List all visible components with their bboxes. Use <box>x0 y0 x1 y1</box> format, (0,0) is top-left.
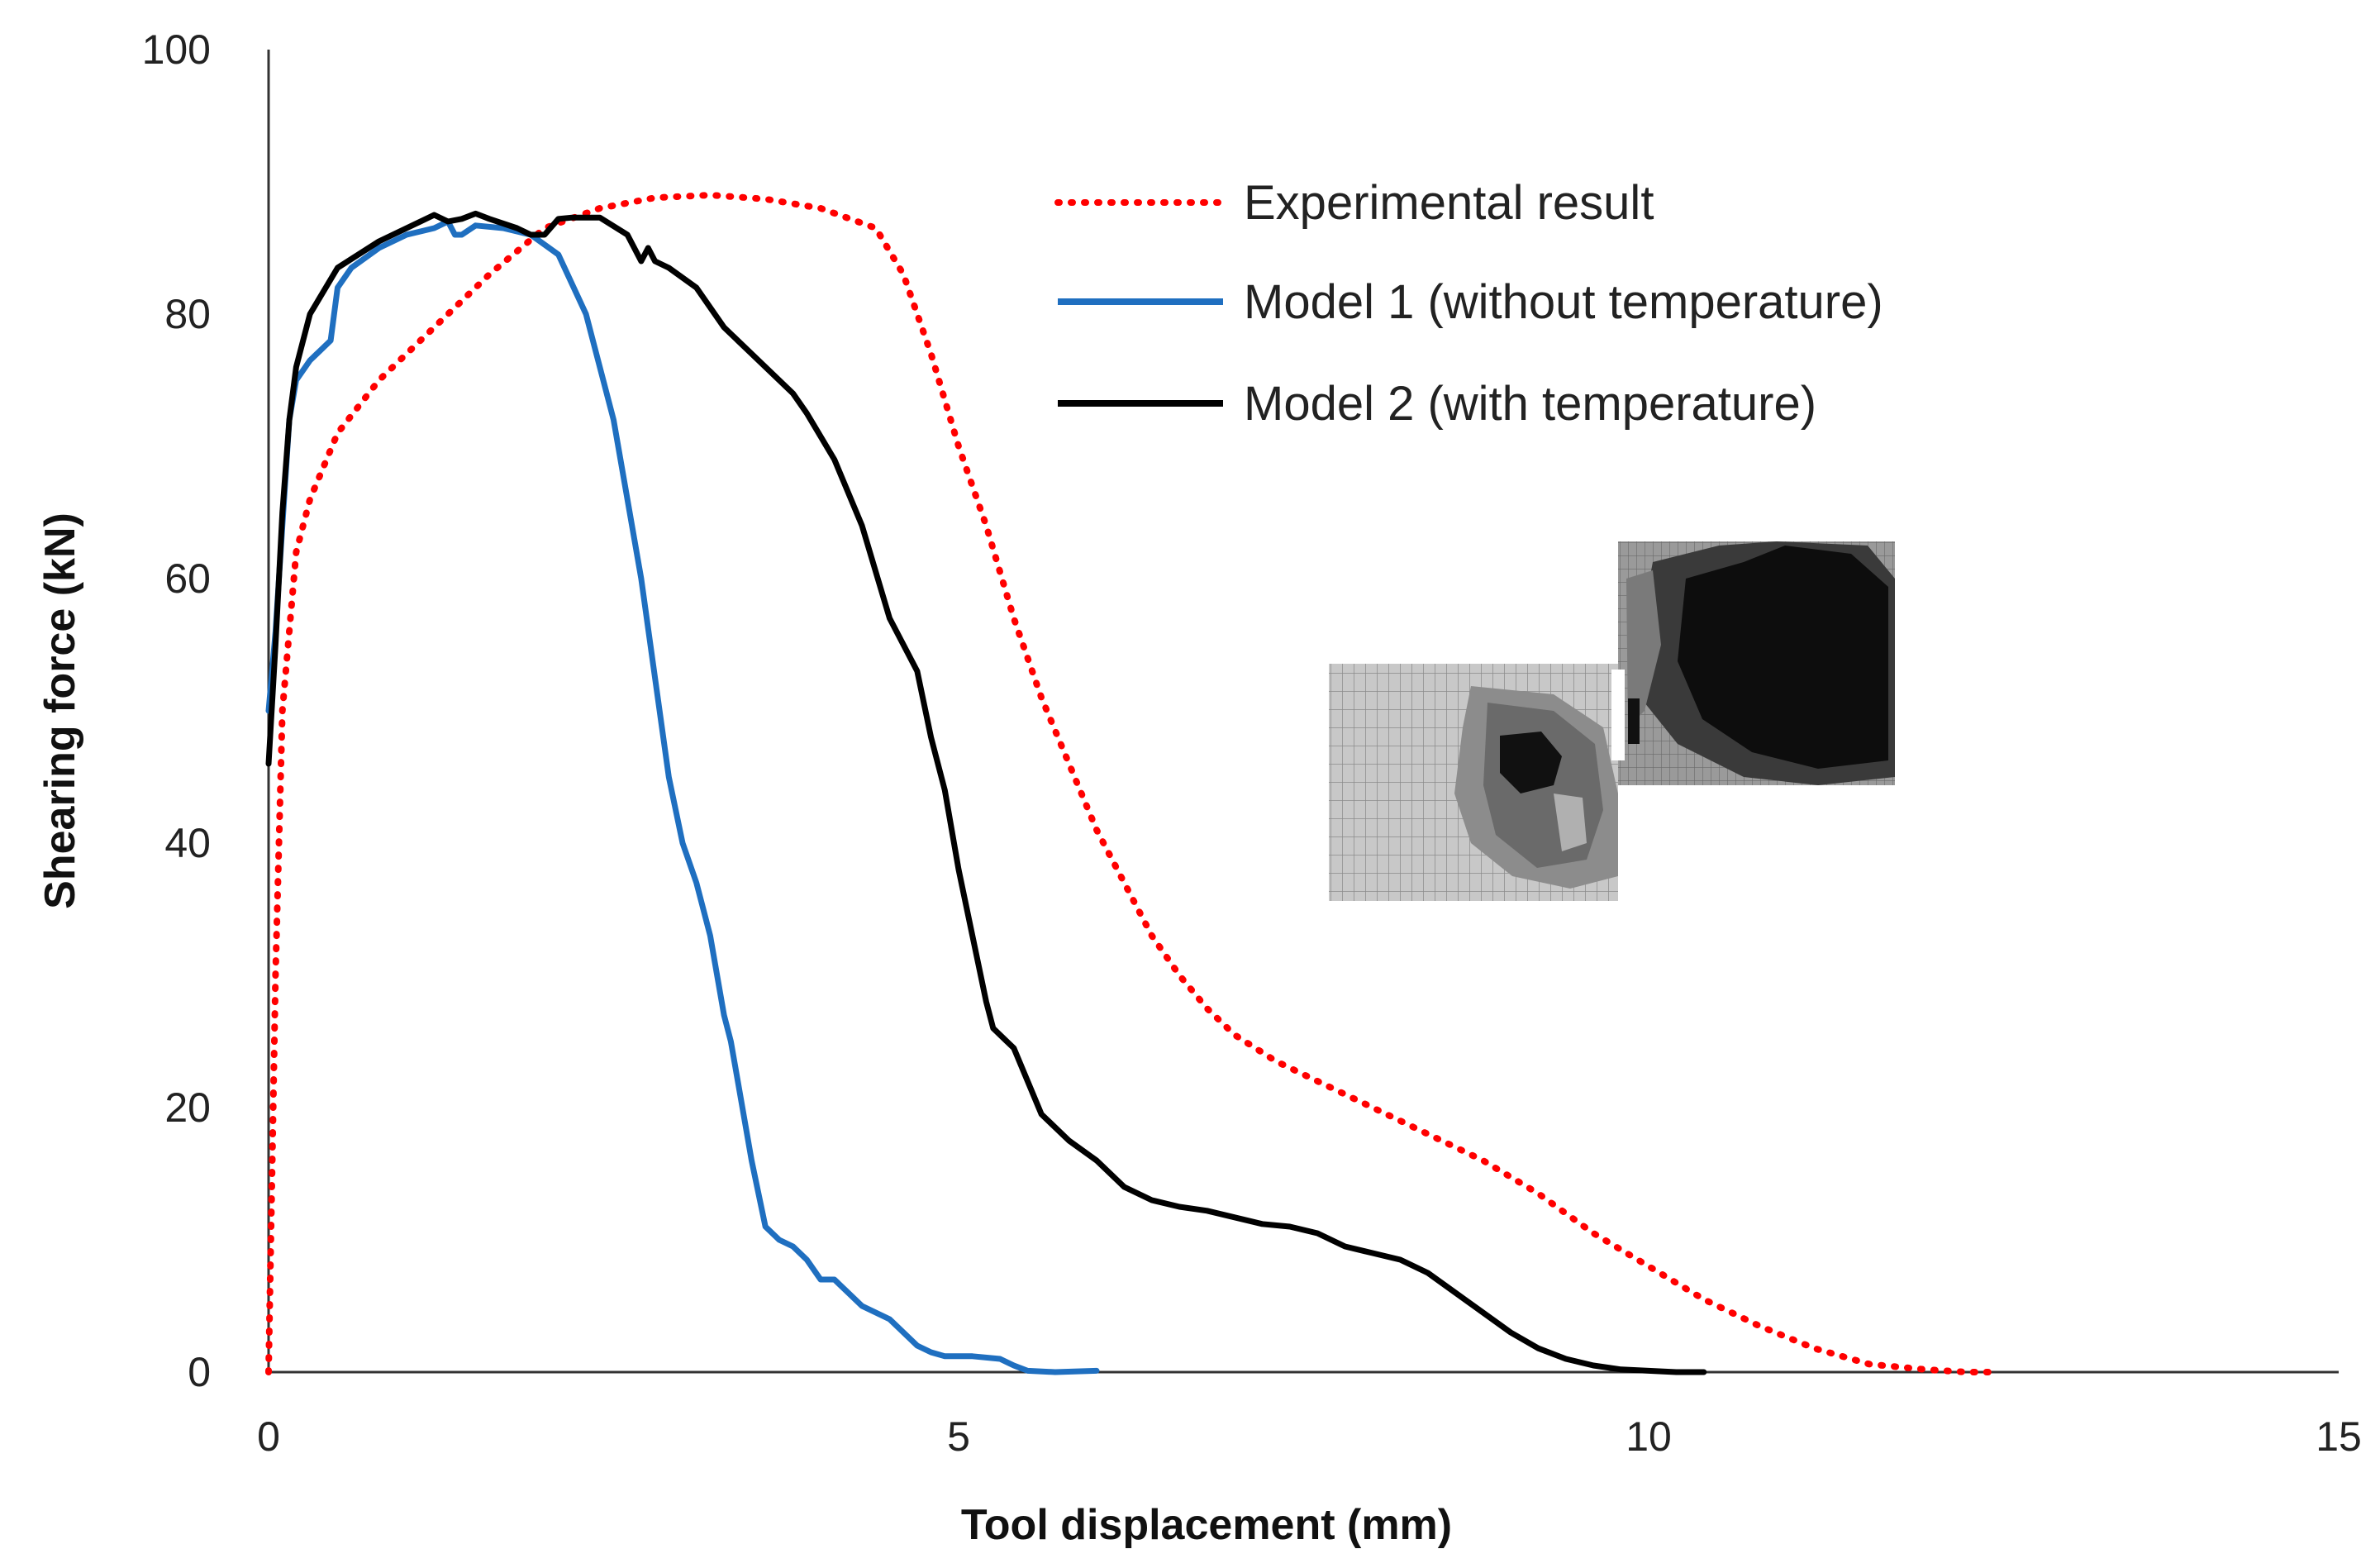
shear-zone-dark <box>1628 698 1640 744</box>
y-tick-label: 80 <box>164 291 211 337</box>
x-axis-title: Tool displacement (mm) <box>961 1501 1452 1549</box>
x-tick-label: 5 <box>947 1413 970 1460</box>
contour-region-right-edge <box>1626 570 1661 727</box>
legend-label-1: Experimental result <box>1244 176 1654 230</box>
x-tick-label: 0 <box>257 1413 280 1460</box>
y-tick-labels: 0 20 40 60 80 100 <box>142 26 211 1395</box>
y-tick-label: 0 <box>188 1349 211 1395</box>
y-tick-label: 100 <box>142 26 211 73</box>
x-tick-labels: 0 5 10 15 <box>257 1413 2362 1460</box>
y-tick-label: 20 <box>164 1084 211 1131</box>
y-axis-title: Shearing force (kN) <box>36 512 84 909</box>
x-tick-label: 15 <box>2316 1413 2362 1460</box>
series-line-2 <box>265 218 1100 1375</box>
legend-label-2: Model 1 (without temperature) <box>1244 275 1883 329</box>
series-line-1 <box>265 192 1997 1375</box>
y-tick-label: 40 <box>164 820 211 866</box>
mesh-contour-inset <box>1329 541 1895 901</box>
legend: Experimental result Model 1 (without temp… <box>1054 176 1883 431</box>
y-tick-label: 60 <box>164 555 211 602</box>
shear-gap <box>1611 670 1625 760</box>
contour-region-left-light <box>1554 794 1587 851</box>
series-lines <box>265 192 1997 1375</box>
legend-label-3: Model 2 (with temperature) <box>1244 377 1816 431</box>
series-line-3 <box>265 210 1707 1375</box>
contour-core-left <box>1500 732 1562 794</box>
x-tick-label: 10 <box>1626 1413 1672 1460</box>
contour-core-right <box>1678 546 1888 769</box>
